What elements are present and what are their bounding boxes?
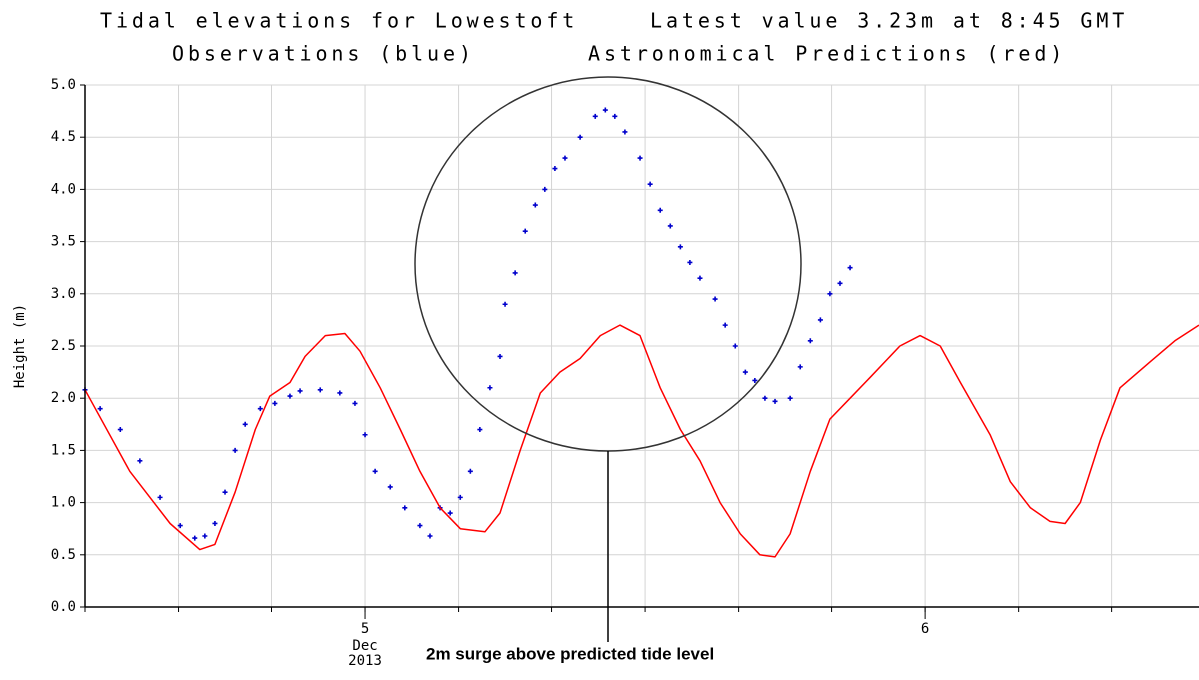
- y-tick-label: 1.0: [51, 495, 76, 511]
- x-month-label: Dec: [352, 638, 377, 654]
- observation-point: [677, 244, 683, 250]
- y-tick-label: 2.0: [51, 390, 76, 406]
- observation-point: [362, 432, 368, 438]
- observation-point: [177, 523, 183, 529]
- annotation: 2m surge above predicted tide level: [426, 644, 714, 663]
- observation-point: [272, 400, 278, 406]
- observation-point: [577, 134, 583, 140]
- observation-point: [202, 533, 208, 539]
- y-tick-label: 1.5: [51, 442, 76, 458]
- observation-point: [512, 270, 518, 276]
- observation-point: [742, 369, 748, 375]
- highlight-circle: [414, 76, 802, 452]
- observation-point: [522, 228, 528, 234]
- observation-point: [687, 259, 693, 265]
- marks: [82, 107, 1199, 558]
- observation-point: [242, 421, 248, 427]
- observation-point: [352, 400, 358, 406]
- observation-point: [497, 353, 503, 359]
- observation-point: [622, 129, 628, 135]
- y-tick-label: 0.5: [51, 547, 76, 563]
- observation-point: [542, 186, 548, 192]
- observation-point: [97, 406, 103, 412]
- observation-point: [697, 275, 703, 281]
- observation-point: [387, 484, 393, 490]
- observation-point: [837, 280, 843, 286]
- observation-point: [487, 385, 493, 391]
- y-tick-label: 3.5: [51, 234, 76, 250]
- y-tick-label: 5.0: [51, 77, 76, 93]
- observation-point: [317, 387, 323, 393]
- observation-point: [562, 155, 568, 161]
- observation-point: [467, 468, 473, 474]
- observation-point: [827, 291, 833, 297]
- observation-point: [192, 535, 198, 541]
- observation-point: [637, 155, 643, 161]
- y-tick-label: 3.0: [51, 286, 76, 302]
- observation-point: [137, 458, 143, 464]
- observation-point: [337, 390, 343, 396]
- observation-point: [657, 207, 663, 213]
- observation-point: [787, 395, 793, 401]
- observation-point: [797, 364, 803, 370]
- observation-point: [722, 322, 728, 328]
- x-tick-label: 6: [921, 621, 929, 637]
- grid: [84, 84, 1199, 608]
- legend-entry: Observations (blue): [172, 42, 475, 66]
- observation-point: [222, 489, 228, 495]
- observation-point: [592, 113, 598, 119]
- x-year-label: 2013: [348, 653, 382, 669]
- observation-point: [752, 377, 758, 383]
- y-tick-label: 2.5: [51, 338, 76, 354]
- observation-point: [257, 406, 263, 412]
- observation-point: [847, 265, 853, 271]
- observation-point: [762, 395, 768, 401]
- observation-point: [427, 533, 433, 539]
- observation-point: [712, 296, 718, 302]
- chart-title: Tidal elevations for Lowestoft: [100, 9, 578, 33]
- observation-point: [732, 343, 738, 349]
- observation-point: [477, 427, 483, 433]
- observation-point: [667, 223, 673, 229]
- observation-point: [212, 520, 218, 526]
- y-axis-label: Height (m): [12, 304, 28, 388]
- y-tick-label: 4.0: [51, 181, 76, 197]
- observation-point: [602, 107, 608, 113]
- observation-point: [417, 523, 423, 529]
- observation-point: [817, 317, 823, 323]
- observation-point: [552, 166, 558, 172]
- observation-point: [772, 398, 778, 404]
- observation-point: [447, 510, 453, 516]
- x-tick-label: 5: [361, 621, 369, 637]
- observation-point: [287, 393, 293, 399]
- observation-point: [612, 113, 618, 119]
- observation-point: [117, 427, 123, 433]
- observation-point: [807, 338, 813, 344]
- observation-point: [647, 181, 653, 187]
- observation-point: [157, 494, 163, 500]
- observation-point: [372, 468, 378, 474]
- observation-point: [532, 202, 538, 208]
- observation-point: [502, 301, 508, 307]
- legend-entry: Astronomical Predictions (red): [588, 42, 1066, 66]
- chart-subtitle: Latest value 3.23m at 8:45 GMT: [650, 9, 1128, 33]
- prediction-line: [84, 324, 1199, 558]
- observation-point: [402, 505, 408, 511]
- y-tick-label: 4.5: [51, 129, 76, 145]
- observation-point: [457, 494, 463, 500]
- y-tick-label: 0.0: [51, 599, 76, 615]
- observation-point: [232, 447, 238, 453]
- observation-point: [297, 388, 303, 394]
